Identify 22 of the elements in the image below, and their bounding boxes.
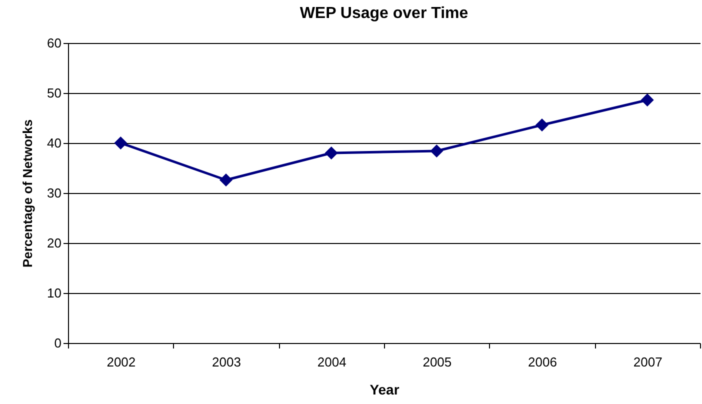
y-tick-label: 10 — [47, 286, 62, 300]
x-tick-label: 2003 — [212, 354, 241, 370]
point — [535, 118, 549, 132]
x-tick-label: 2004 — [317, 354, 346, 370]
x-tick-label: 2005 — [422, 354, 452, 370]
x-tick-label: 2006 — [528, 354, 557, 370]
y-tick-label: 40 — [47, 136, 62, 150]
point — [430, 144, 444, 158]
y-tick-label: 60 — [47, 36, 62, 50]
y-axis-title: Percentage of Networks — [20, 119, 36, 268]
y-tick-label: 0 — [54, 336, 62, 350]
y-tick-label: 30 — [47, 186, 62, 200]
chart-title: WEP Usage over Time — [300, 5, 468, 22]
x-tick-label: 2002 — [106, 354, 136, 370]
x-tick-label: 2007 — [633, 354, 662, 370]
point — [114, 136, 128, 150]
point — [219, 173, 233, 187]
point — [640, 93, 654, 107]
x-axis-title: Year — [370, 382, 400, 398]
y-tick-label: 50 — [47, 86, 62, 100]
point — [324, 146, 338, 160]
y-tick-label: 20 — [47, 236, 62, 250]
